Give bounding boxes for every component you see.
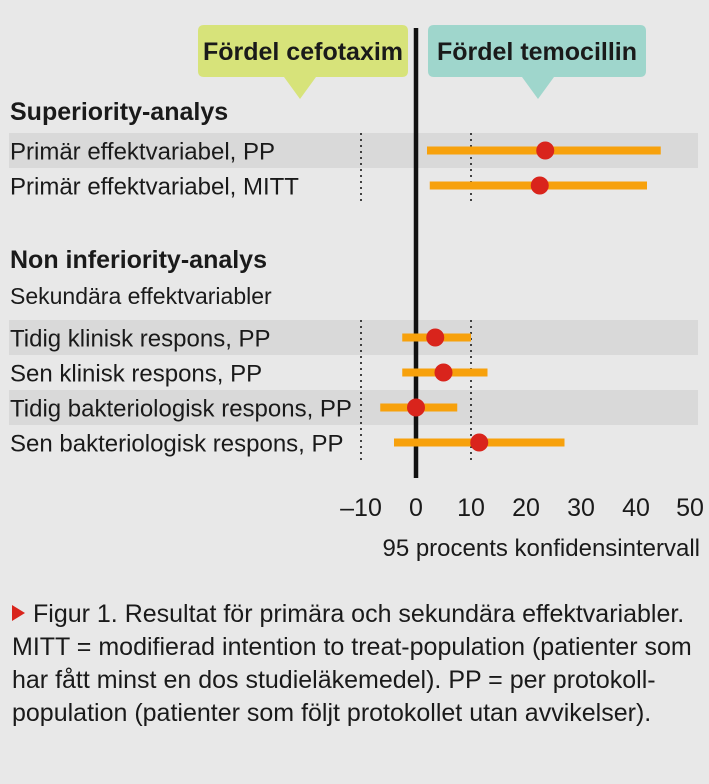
badge-right-bubble (428, 25, 646, 99)
row-label: Tidig bakteriologisk respons, PP (10, 396, 352, 423)
x-tick-label: 50 (676, 494, 704, 522)
point-estimate (536, 141, 555, 160)
badge-right-label: Fördel temocillin (437, 38, 637, 66)
x-tick-label: –10 (340, 494, 382, 522)
badge-left-label: Fördel cefotaxim (203, 38, 403, 66)
x-axis-label: 95 procents konfidensintervall (382, 535, 700, 562)
row-band (9, 320, 698, 355)
figure-caption: Figur 1. Resultat för primära och sekund… (12, 598, 702, 730)
x-tick-label: 30 (567, 494, 595, 522)
section-title: Superiority-analys (10, 98, 228, 126)
caption-triangle-icon (12, 605, 25, 621)
point-estimate (530, 176, 549, 195)
row-label: Primär effektvariabel, PP (10, 139, 275, 166)
row-label: Primär effektvariabel, MITT (10, 174, 299, 201)
x-tick-label: 10 (457, 494, 485, 522)
forest-plot: Fördel cefotaxim Fördel temocillin Superio… (9, 25, 704, 562)
section-title: Non inferiority-analys (10, 246, 267, 274)
x-tick-label: 0 (409, 494, 423, 522)
row-label: Tidig klinisk respons, PP (10, 326, 271, 353)
row-label: Sen klinisk respons, PP (10, 361, 262, 388)
badge-left-bubble (198, 25, 408, 99)
row-label: Sen bakteriologisk respons, PP (10, 431, 344, 458)
point-estimate (470, 433, 489, 452)
x-tick-label: 20 (512, 494, 540, 522)
section-subtitle: Sekundära effektvariabler (10, 283, 272, 309)
caption-text: Figur 1. Resultat för primära och sekund… (12, 600, 692, 727)
x-tick-label: 40 (622, 494, 650, 522)
point-estimate (407, 398, 425, 417)
point-estimate (434, 363, 453, 382)
row-band (9, 390, 698, 425)
point-estimate (426, 328, 445, 347)
